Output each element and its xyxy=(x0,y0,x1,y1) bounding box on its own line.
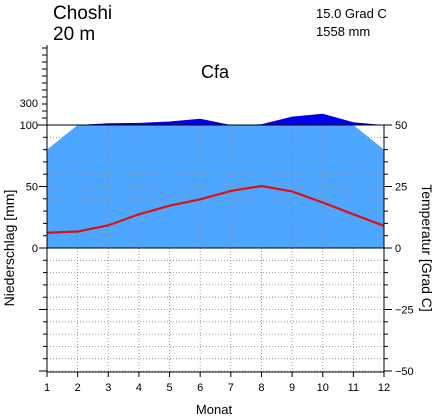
annual-precipitation: 1558 mm xyxy=(316,24,370,39)
month-tick-label: 7 xyxy=(228,382,234,394)
month-tick-label: 1 xyxy=(44,382,50,394)
left-axis-title: Niederschlag [mm] xyxy=(1,190,17,307)
station-elevation: 20 m xyxy=(53,24,95,45)
right-tick-label: −25 xyxy=(395,305,414,317)
temperature-line xyxy=(46,184,385,234)
left-tick-label: 100 xyxy=(20,120,38,132)
right-tick-label: 50 xyxy=(395,120,407,132)
mean-temperature: 15.0 Grad C xyxy=(316,6,387,21)
climate-class: Cfa xyxy=(201,62,230,82)
left-tick-label: 50 xyxy=(26,182,38,194)
month-tick-label: 11 xyxy=(348,382,359,394)
month-tick-label: 4 xyxy=(136,382,142,394)
right-tick-label: 0 xyxy=(395,243,401,255)
month-tick-label: 12 xyxy=(378,382,390,394)
month-tick-label: 6 xyxy=(197,382,203,394)
month-tick-label: 9 xyxy=(289,382,295,394)
temperature-series xyxy=(46,184,385,234)
x-axis-title: Monat xyxy=(196,402,233,416)
month-tick-label: 8 xyxy=(258,382,264,394)
month-tick-label: 5 xyxy=(166,382,172,394)
left-tick-label: 300 xyxy=(20,98,38,110)
left-tick-label: 0 xyxy=(32,243,38,255)
right-tick-label: −50 xyxy=(395,366,414,378)
right-axis-title: Temperatur [Grad C] xyxy=(419,184,435,312)
labels: Choshi 20 m 15.0 Grad C 1558 mm Cfa Mona… xyxy=(1,3,435,416)
right-tick-label: 25 xyxy=(395,182,407,194)
month-tick-label: 10 xyxy=(317,382,329,394)
station-name: Choshi xyxy=(53,3,112,24)
precipitation-excess-fill xyxy=(47,113,384,125)
month-tick-label: 2 xyxy=(75,382,81,394)
month-tick-label: 3 xyxy=(105,382,111,394)
